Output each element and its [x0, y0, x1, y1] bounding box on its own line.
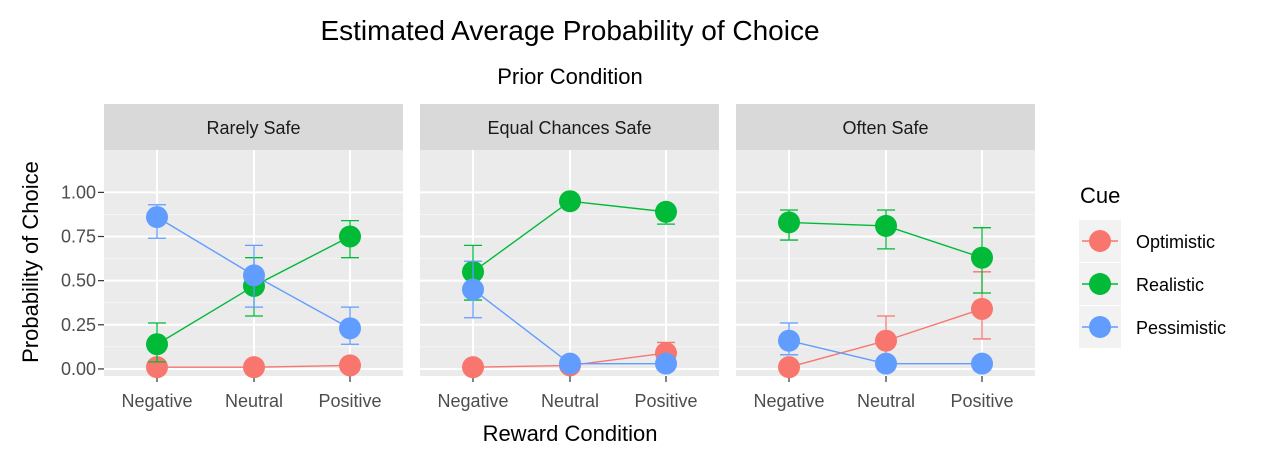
data-point	[243, 356, 265, 379]
data-point	[339, 354, 361, 377]
legend-item-label: Optimistic	[1136, 232, 1215, 252]
x-tick-label: Negative	[121, 391, 192, 411]
x-axis-label: Reward Condition	[483, 421, 658, 446]
legend-key-point	[1089, 273, 1111, 295]
data-point	[559, 352, 581, 375]
facet-strip-label: Equal Chances Safe	[487, 118, 651, 138]
chart-title: Estimated Average Probability of Choice	[320, 15, 819, 46]
data-point	[339, 225, 361, 248]
legend-key-point	[1089, 230, 1111, 252]
data-point	[875, 214, 897, 237]
x-tick-label: Positive	[318, 391, 381, 411]
data-point	[462, 356, 484, 379]
data-point	[559, 190, 581, 213]
data-point	[655, 200, 677, 223]
data-point	[875, 329, 897, 352]
series-pessimistic	[462, 260, 677, 375]
data-point	[971, 246, 993, 269]
legend-item-label: Realistic	[1136, 275, 1204, 295]
legend-title: Cue	[1080, 183, 1120, 208]
data-point	[146, 206, 168, 229]
legend-key-point	[1089, 316, 1111, 338]
x-tick-label: Neutral	[857, 391, 915, 411]
x-tick-label: Positive	[634, 391, 697, 411]
x-tick-label: Neutral	[225, 391, 283, 411]
x-tick-label: Positive	[950, 391, 1013, 411]
x-tick-label: Negative	[753, 391, 824, 411]
data-point	[778, 329, 800, 352]
series-optimistic	[146, 354, 361, 379]
legend-item-label: Pessimistic	[1136, 318, 1226, 338]
data-point	[243, 264, 265, 287]
facet-strip-label: Rarely Safe	[206, 118, 300, 138]
legend: Cue Optimistic Realistic Pessimistic	[1079, 183, 1226, 348]
series-realistic	[778, 209, 993, 294]
data-point	[462, 278, 484, 301]
data-point	[971, 297, 993, 320]
data-point	[971, 352, 993, 375]
y-tick-label: 0.00	[61, 359, 96, 379]
facet-panel: Often Safe Negative Neutral Positive	[736, 104, 1035, 411]
facet-strip	[736, 104, 1035, 150]
data-point	[875, 352, 897, 375]
facet-strip	[104, 104, 403, 150]
data-point	[339, 317, 361, 340]
y-tick-label: 0.75	[61, 227, 96, 247]
x-tick-label: Neutral	[541, 391, 599, 411]
chart-subtitle: Prior Condition	[497, 64, 643, 89]
x-tick-label: Negative	[437, 391, 508, 411]
data-point	[655, 352, 677, 375]
facet-panel: Equal Chances Safe Negative Neutral Positiv…	[420, 104, 719, 411]
facet-strip	[420, 104, 719, 150]
y-tick-label: 0.25	[61, 315, 96, 335]
series-pessimistic	[146, 204, 361, 345]
data-point	[778, 211, 800, 234]
y-axis-label: Probability of Choice	[18, 161, 43, 363]
facet-strip-label: Often Safe	[842, 118, 928, 138]
data-point	[778, 356, 800, 379]
facet-panel: Rarely Safe Negative Neutral Positive	[104, 104, 403, 411]
y-tick-label: 0.50	[61, 271, 96, 291]
series-pessimistic	[778, 322, 993, 375]
y-tick-label: 1.00	[61, 182, 96, 202]
data-point	[146, 333, 168, 356]
